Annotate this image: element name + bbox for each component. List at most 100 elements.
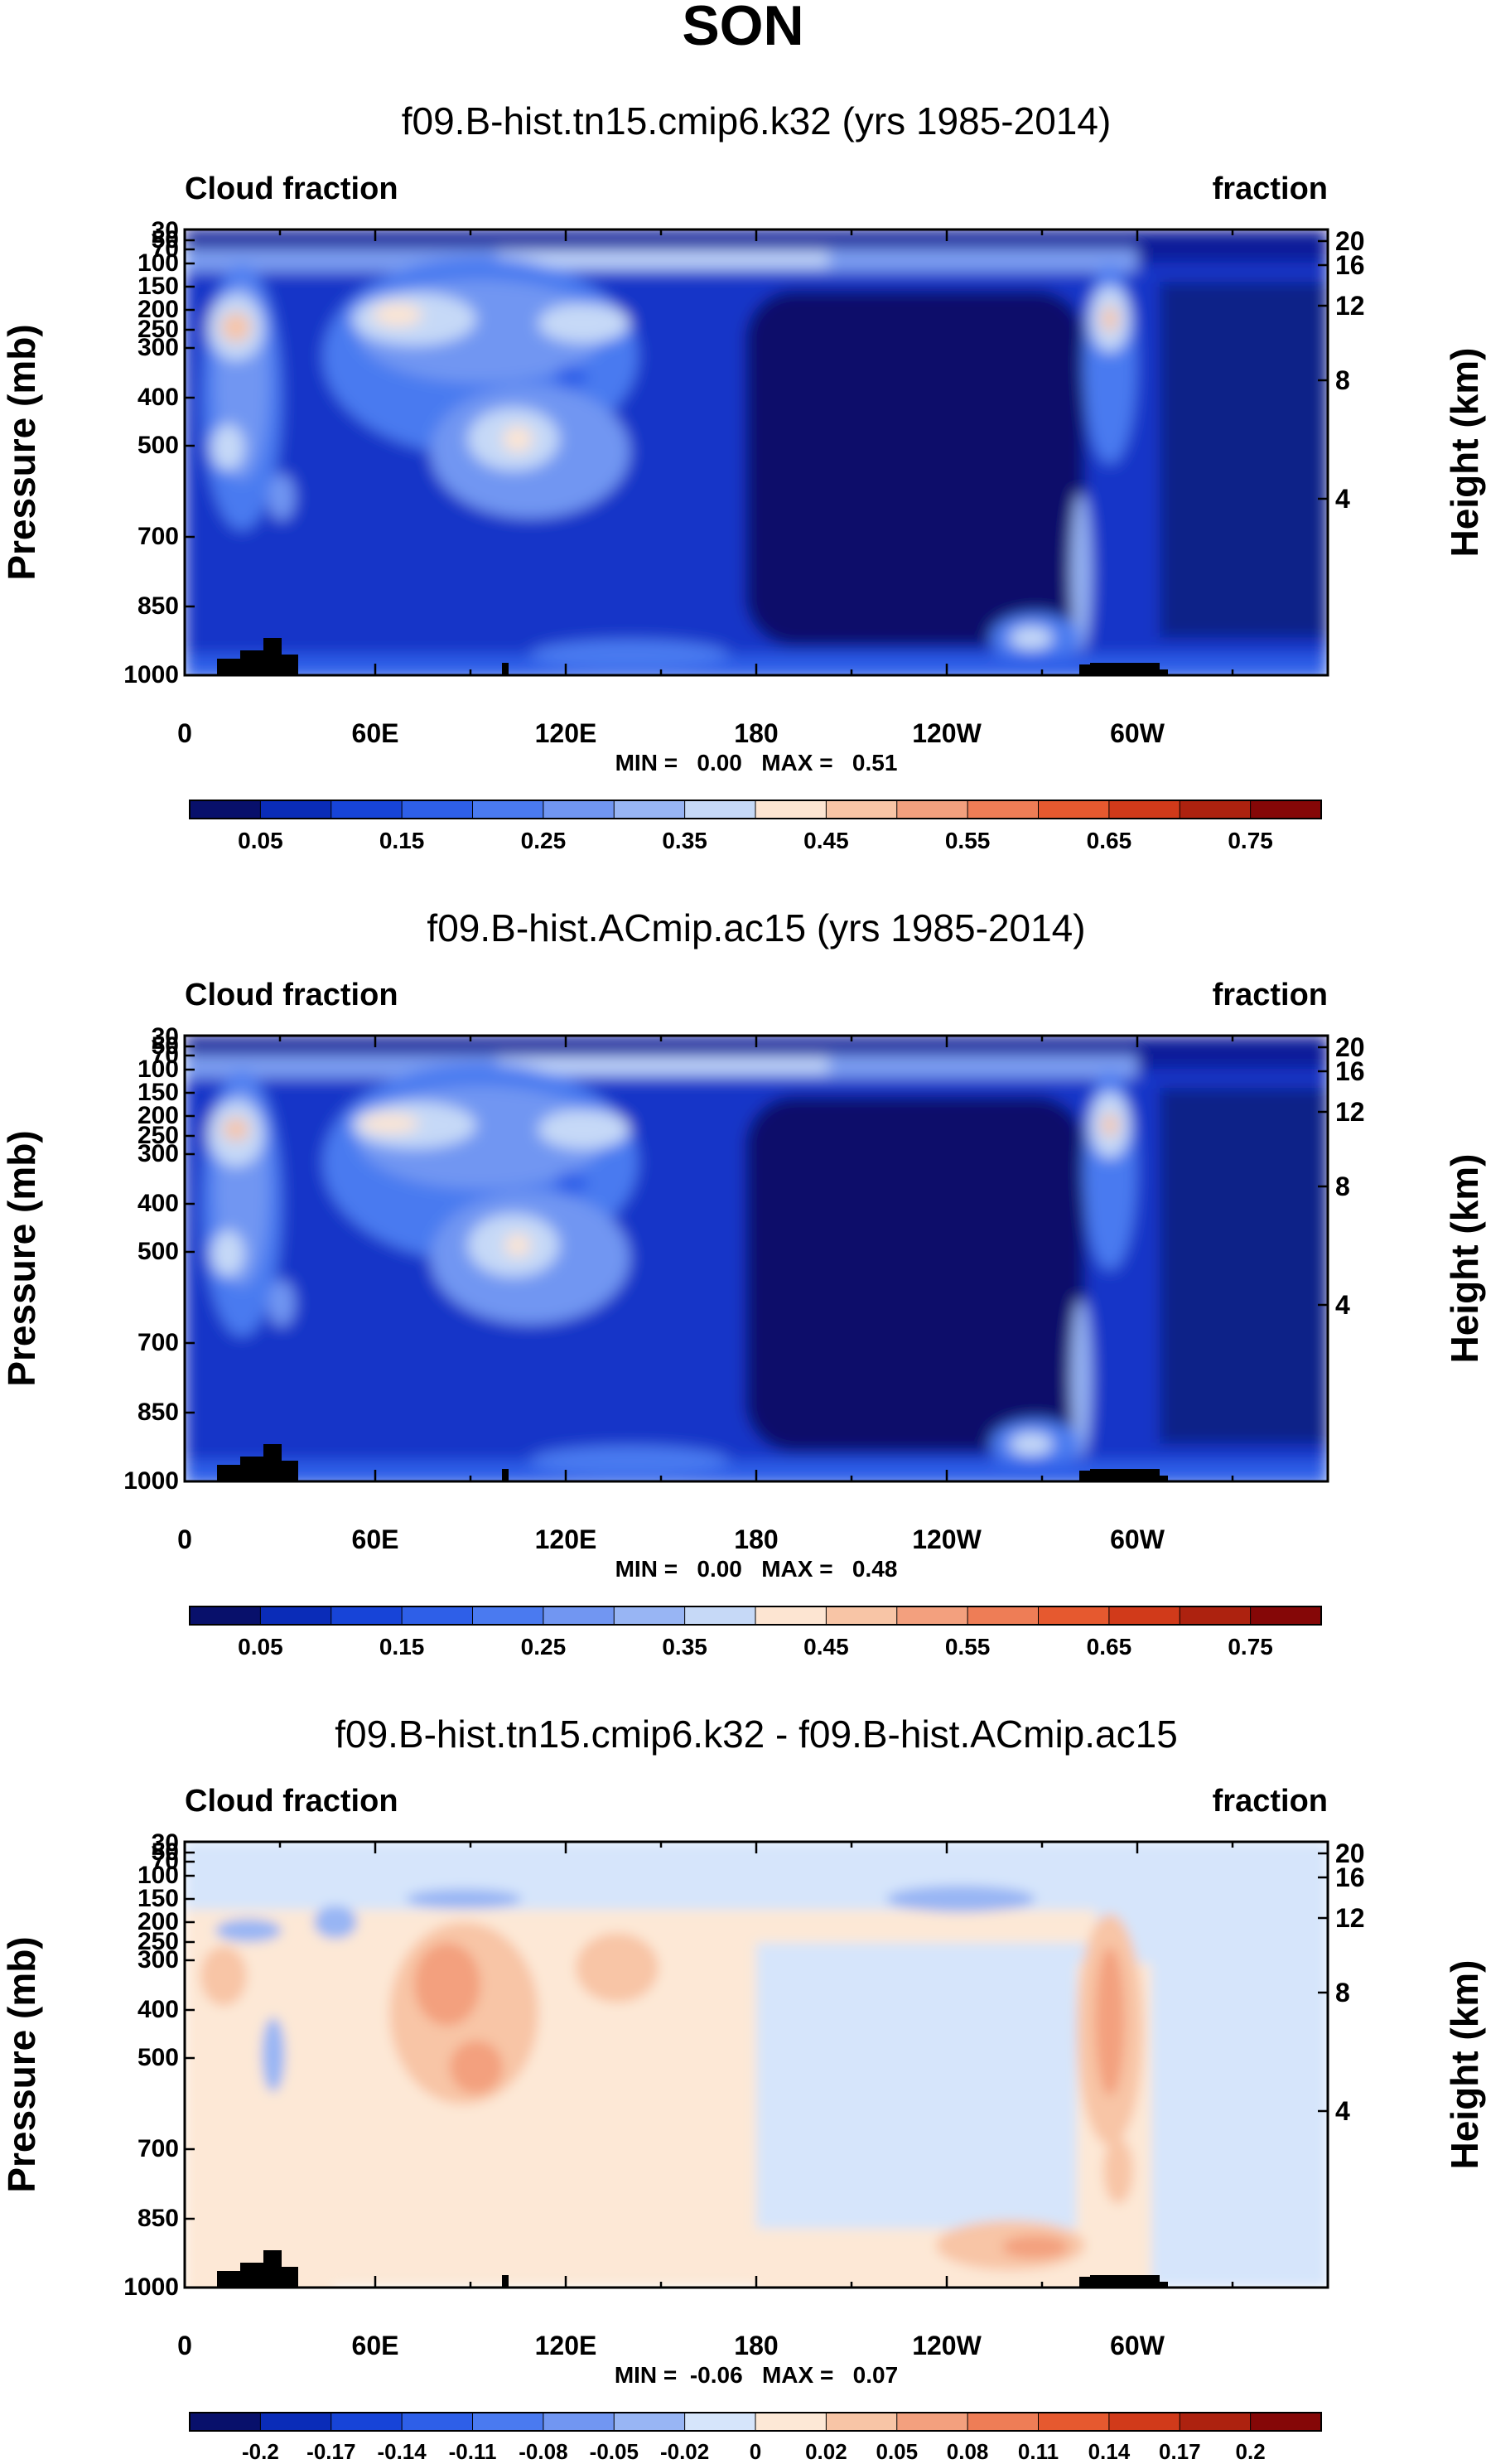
colorbar-box: [401, 1606, 474, 1626]
y-tick-label: 400: [138, 384, 179, 411]
contour-field: [185, 229, 1328, 675]
right-label: fraction: [1213, 172, 1328, 206]
x-tick-labels: 0 60E 120E 180 120W 60W: [177, 1524, 1165, 1554]
y-tick-label: 250: [138, 316, 179, 343]
x-tick-label: 120W: [912, 2331, 982, 2360]
colorbar-box: [259, 1606, 332, 1626]
panel-title: f09.B-hist.tn15.cmip6.k32 (yrs 1985-2014…: [402, 99, 1112, 143]
colorbar-box: [1038, 800, 1110, 819]
colorbar-label: 0.35: [662, 1634, 707, 1660]
y-tick-label: 1000: [123, 661, 179, 688]
colorbar-box: [189, 1606, 262, 1626]
y-tick-labels: 30 50 70 100 150 200 250 300 400 500 700…: [123, 1829, 179, 2301]
y-tick-label: 70: [152, 1041, 179, 1069]
x-tick-label: 0: [177, 1524, 192, 1554]
height-tick-label: 8: [1335, 365, 1350, 395]
left-label: Cloud fraction: [185, 172, 398, 206]
colorbar-box: [259, 800, 332, 819]
colorbar-box: [1108, 800, 1181, 819]
y-tick-label: 1000: [123, 1467, 179, 1495]
y-tick-label: 70: [152, 1848, 179, 1875]
y-tick-label: 850: [138, 1399, 179, 1426]
colorbar-box: [613, 800, 686, 819]
colorbar-labels: 0.05 0.15 0.25 0.35 0.45 0.55 0.65 0.75: [238, 1634, 1273, 1660]
panel-2: f09.B-hist.ACmip.ac15 (yrs 1985-2014) Cl…: [0, 906, 1486, 1660]
colorbar-label: 0.75: [1228, 1634, 1273, 1660]
colorbar-box: [825, 800, 898, 819]
y-tick-label: 30: [152, 1023, 179, 1051]
right-label: fraction: [1213, 978, 1328, 1012]
x-tick-label: 60W: [1110, 2331, 1165, 2360]
colorbar-box: [967, 2412, 1040, 2432]
colorbar-label: -0.17: [306, 2439, 355, 2464]
y-tick-label: 50: [152, 1838, 179, 1866]
x-tick-label: 0: [177, 718, 192, 748]
colorbar-box: [1250, 1606, 1323, 1626]
panel-title: f09.B-hist.tn15.cmip6.k32 - f09.B-hist.A…: [335, 1713, 1178, 1756]
min-max-stats: MIN = 0.00 MAX = 0.51: [615, 750, 898, 775]
y-tick-label: 30: [152, 217, 179, 244]
colorbar-label: 0.75: [1228, 828, 1273, 853]
colorbar-box: [330, 1606, 403, 1626]
colorbar-box: [401, 800, 474, 819]
x-tick-label: 60W: [1110, 718, 1165, 748]
colorbar-box: [896, 800, 969, 819]
colorbar-box: [472, 1606, 544, 1626]
colorbar-box: [543, 1606, 615, 1626]
colorbar-box: [189, 800, 262, 819]
y-tick-label: 150: [138, 1079, 179, 1106]
colorbar-label: 0.05: [238, 1634, 283, 1660]
colorbar-label: 0.05: [876, 2439, 918, 2464]
colorbar-box: [755, 800, 827, 819]
y-tick-label: 300: [138, 1946, 179, 1974]
y-axis-label-right: Height (km): [1443, 1154, 1486, 1364]
colorbar: 0.05 0.15 0.25 0.35 0.45 0.55 0.65 0.75: [189, 800, 1323, 853]
panel-title: f09.B-hist.ACmip.ac15 (yrs 1985-2014): [427, 906, 1085, 949]
colorbar-label: 0.55: [945, 828, 991, 853]
x-tick-label: 60E: [352, 718, 399, 748]
y-axis-label-right: Height (km): [1443, 1960, 1486, 2170]
colorbar-label: 0.45: [803, 828, 849, 853]
colorbar-label: 0: [750, 2439, 761, 2464]
left-label: Cloud fraction: [185, 1784, 398, 1819]
y-tick-label: 200: [138, 1908, 179, 1935]
colorbar-label: 0.05: [238, 828, 283, 853]
y-axis-label: Pressure (mb): [0, 1936, 43, 2192]
x-tick-label: 0: [177, 2331, 192, 2360]
contour-field: [185, 1036, 1328, 1481]
colorbar-label: -0.02: [660, 2439, 709, 2464]
height-tick-label: 12: [1335, 291, 1365, 321]
height-tick-label: 20: [1335, 1838, 1365, 1868]
x-tick-label: 120W: [912, 1524, 982, 1554]
y-tick-label: 850: [138, 592, 179, 620]
colorbar: 0.05 0.15 0.25 0.35 0.45 0.55 0.65 0.75: [189, 1606, 1323, 1660]
y-tick-label: 500: [138, 432, 179, 459]
x-tick-label: 120E: [535, 718, 597, 748]
height-tick-label: 12: [1335, 1097, 1365, 1127]
colorbar-box: [613, 1606, 686, 1626]
figure-title: SON: [682, 0, 803, 57]
x-tick-labels: 0 60E 120E 180 120W 60W: [177, 2331, 1165, 2360]
colorbar-label: -0.08: [519, 2439, 567, 2464]
terrain: [217, 1444, 1168, 1481]
terrain: [217, 638, 1168, 675]
height-tick-label: 16: [1335, 1862, 1365, 1892]
x-tick-label: 120E: [535, 2331, 597, 2360]
y-tick-label: 850: [138, 2205, 179, 2232]
height-tick-label: 8: [1335, 1172, 1350, 1201]
colorbar: -0.2 -0.17 -0.14 -0.11 -0.08 -0.05 -0.02…: [189, 2412, 1323, 2464]
y-tick-label: 1000: [123, 2273, 179, 2301]
y-tick-label: 250: [138, 1122, 179, 1149]
colorbar-box: [1179, 1606, 1252, 1626]
colorbar-box: [684, 800, 757, 819]
colorbar-box: [543, 800, 615, 819]
y-tick-label: 500: [138, 2044, 179, 2071]
colorbar-label: 0.55: [945, 1634, 991, 1660]
y-tick-label: 70: [152, 235, 179, 263]
colorbar-box: [1108, 1606, 1181, 1626]
height-tick-labels: 20 16 12 8 4: [1335, 1032, 1365, 1320]
y-tick-label: 700: [138, 2135, 179, 2162]
colorbar-box: [613, 2412, 686, 2432]
y-tick-label: 500: [138, 1238, 179, 1265]
height-tick-label: 20: [1335, 1032, 1365, 1062]
